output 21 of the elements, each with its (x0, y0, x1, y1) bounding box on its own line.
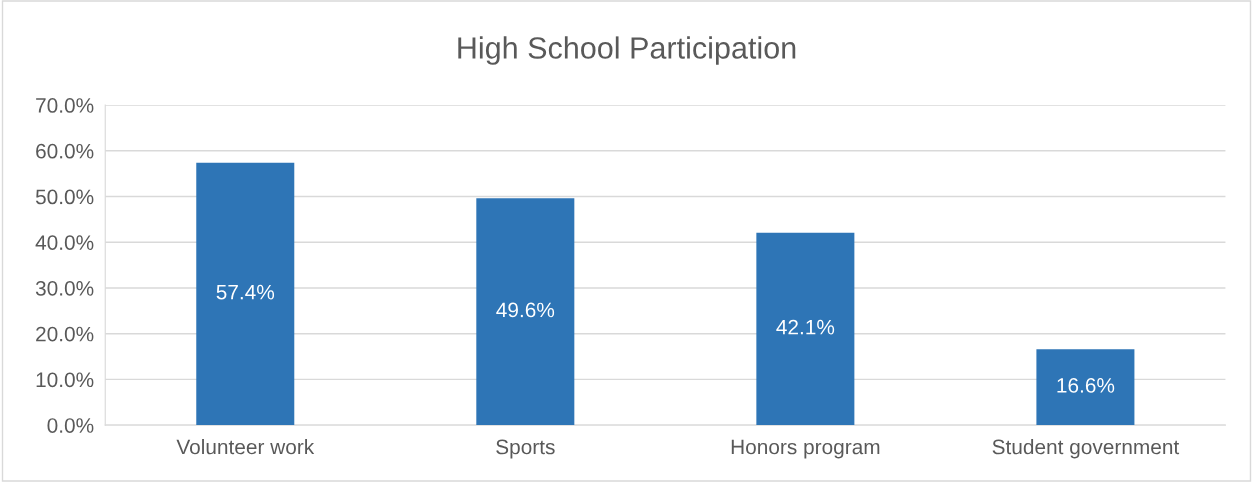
y-tick-label: 0.0% (47, 418, 94, 433)
y-tick-label: 40.0% (35, 235, 94, 250)
y-tick-label: 60.0% (36, 143, 94, 159)
bar (756, 232, 855, 426)
x-tick-label: Honors program (731, 439, 880, 459)
bar (196, 162, 295, 426)
x-tick-label: Sports (496, 439, 555, 459)
bar (1036, 349, 1135, 426)
y-tick-label: 10.0% (36, 372, 94, 388)
y-tick-label: 30.0% (35, 280, 94, 296)
bar (476, 198, 575, 426)
x-tick-label: Student government (992, 439, 1180, 459)
chart-title: High School Participation (458, 36, 796, 65)
x-tick-label: Volunteer work (176, 439, 315, 455)
data-label: 42.1% (776, 319, 835, 335)
y-tick-label: 50.0% (35, 189, 94, 205)
data-label: 16.6% (1057, 378, 1115, 393)
y-tick-label: 70.0% (36, 98, 94, 113)
y-tick-label: 20.0% (36, 326, 94, 342)
data-label: 57.4% (216, 284, 275, 300)
data-label: 49.6% (496, 302, 555, 318)
